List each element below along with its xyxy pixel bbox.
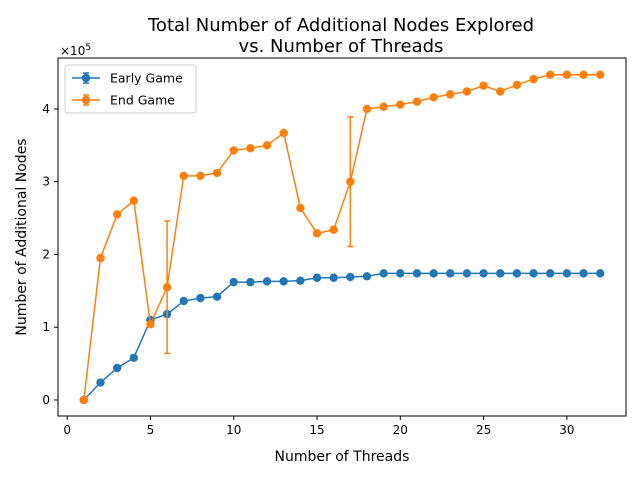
x-tick-label: 30: [559, 423, 574, 437]
data-point: [279, 277, 288, 286]
axes-frame: [57, 57, 627, 417]
data-point: [429, 269, 438, 278]
data-point: [396, 269, 405, 278]
legend-box: [64, 64, 197, 114]
data-point: [512, 269, 522, 278]
data-point: [129, 196, 138, 205]
data-point: [379, 269, 388, 278]
data-point: [179, 296, 188, 306]
data-point: [346, 177, 355, 186]
x-tick-label: 0: [63, 423, 71, 437]
data-point: [329, 273, 338, 282]
data-point: [279, 128, 288, 138]
data-point: [179, 171, 188, 181]
data-point: [312, 273, 322, 282]
data-point: [112, 210, 122, 219]
data-point: [296, 276, 305, 285]
data-point: [595, 70, 605, 79]
data-point: [562, 70, 572, 79]
data-point: [379, 102, 388, 111]
data-point: [496, 87, 505, 96]
data-point: [546, 269, 555, 278]
y-tick-label: 0: [42, 393, 50, 407]
data-point: [579, 269, 588, 278]
data-point: [479, 81, 488, 90]
data-point: [96, 378, 105, 387]
legend-label: End Game: [110, 93, 175, 108]
data-point: [329, 225, 338, 234]
data-point: [229, 277, 238, 287]
plot-area: 0 5 10 15 20 25 30 0 1 2 3 4: [42, 70, 605, 437]
legend-marker: [81, 95, 91, 105]
data-point: [362, 104, 372, 114]
data-point: [196, 171, 205, 181]
data-point: [346, 272, 355, 282]
y-multiplier-label: ×105: [60, 43, 91, 58]
data-point: [562, 269, 572, 278]
data-point: [246, 144, 255, 153]
legend: Early Game End Game: [64, 64, 197, 114]
series-early-game: [79, 269, 605, 405]
data-point: [446, 269, 455, 278]
data-point: [412, 97, 422, 106]
data-point: [162, 283, 172, 292]
y-tick-label: 1: [42, 320, 50, 334]
data-point: [529, 74, 538, 84]
data-point: [362, 272, 372, 281]
data-point: [446, 90, 455, 99]
data-point: [96, 253, 105, 263]
legend-marker: [81, 73, 91, 83]
x-tick-label: 25: [476, 423, 491, 437]
y-tick-label: 4: [42, 102, 50, 116]
y-tick-label: 2: [42, 247, 50, 261]
data-point: [579, 70, 588, 79]
series-end-game: [79, 70, 605, 405]
x-tick-label: 20: [393, 423, 408, 437]
x-axis-label: Number of Threads: [275, 449, 410, 465]
data-point: [212, 292, 222, 301]
data-point: [396, 100, 405, 109]
data-point: [496, 269, 505, 278]
data-point: [229, 146, 238, 155]
chart-title-line-2: vs. Number of Threads: [239, 36, 444, 57]
data-point: [196, 293, 205, 303]
x-tick-label: 10: [226, 423, 241, 437]
y-tick-label: 3: [42, 175, 50, 189]
data-point: [462, 269, 472, 278]
chart-title-line-1: Total Number of Additional Nodes Explore…: [147, 15, 534, 36]
data-point: [146, 320, 155, 329]
data-point: [479, 269, 488, 278]
data-point: [212, 168, 222, 178]
data-point: [595, 269, 605, 278]
data-point: [112, 363, 122, 373]
legend-entry-early-game: Early Game: [72, 71, 183, 86]
data-point: [246, 277, 255, 287]
x-tick-label: 15: [309, 423, 324, 437]
data-point: [312, 229, 322, 238]
data-point: [429, 93, 438, 102]
data-point: [262, 277, 272, 286]
legend-entry-end-game: End Game: [72, 93, 175, 108]
data-point: [462, 87, 472, 96]
data-point: [262, 141, 272, 150]
legend-label: Early Game: [110, 71, 183, 86]
data-point: [512, 80, 522, 90]
data-point: [529, 269, 538, 278]
x-tick-label: 5: [147, 423, 155, 437]
y-axis-label: Number of Additional Nodes: [14, 138, 30, 335]
data-point: [546, 70, 555, 79]
data-point: [79, 395, 89, 405]
data-point: [412, 269, 422, 278]
data-point: [129, 353, 138, 362]
data-point: [296, 203, 305, 213]
